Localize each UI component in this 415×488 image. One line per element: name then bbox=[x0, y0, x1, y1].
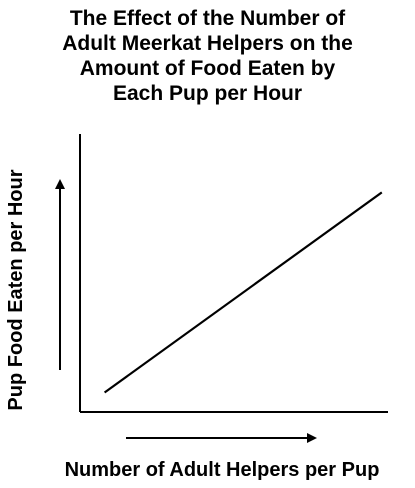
x-axis-label: Number of Adult Helpers per Pup bbox=[65, 459, 380, 481]
chart-title: The Effect of the Number of Adult Meerka… bbox=[0, 6, 415, 106]
series-line bbox=[103, 191, 383, 394]
chart-title-line-4: Each Pup per Hour bbox=[112, 82, 303, 105]
chart-title-line-2: Adult Meerkat Helpers on the bbox=[62, 32, 353, 55]
chart-title-line-1: The Effect of the Number of bbox=[69, 7, 346, 30]
y-axis-label: Pup Food Eaten per Hour bbox=[5, 169, 27, 410]
chart-title-line-3: Amount of Food Eaten by bbox=[79, 57, 336, 80]
